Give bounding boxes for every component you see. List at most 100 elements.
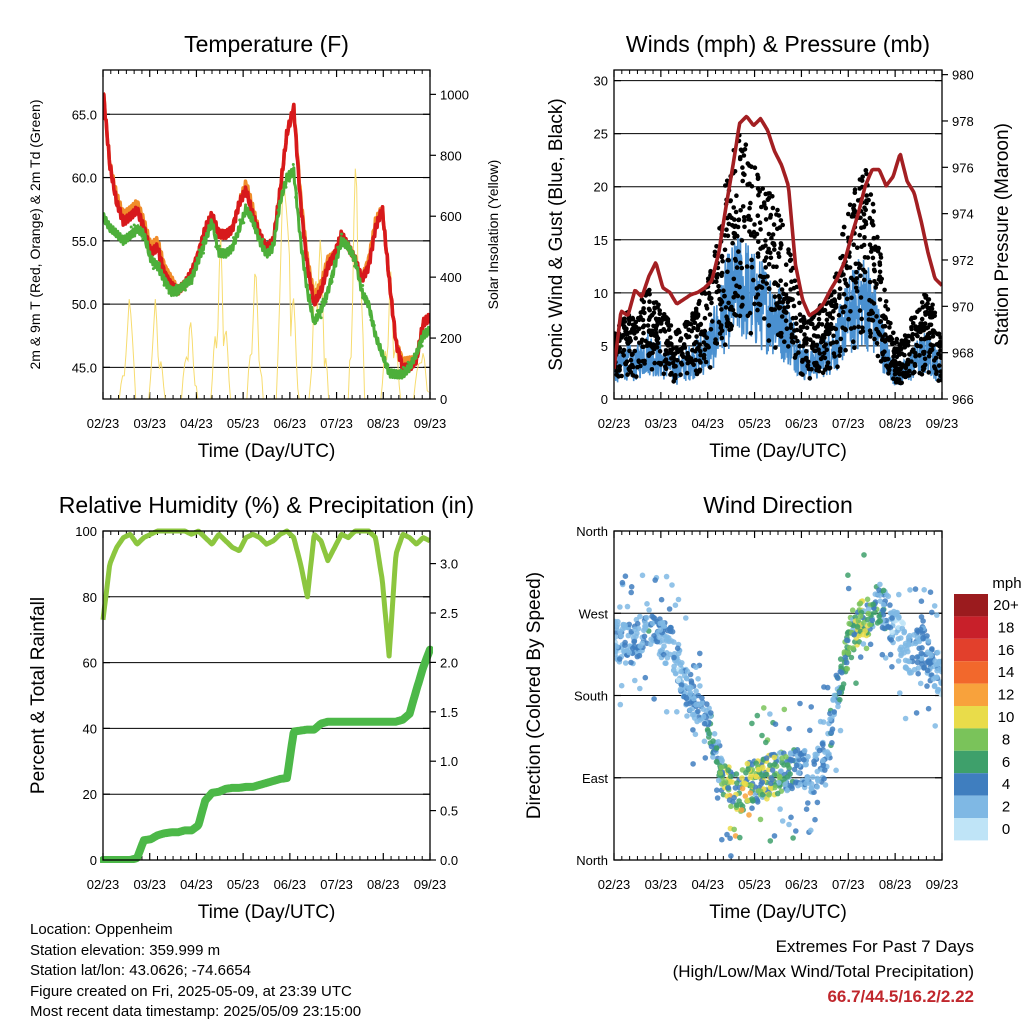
direction-point — [836, 689, 843, 696]
dewpoint-point — [284, 185, 288, 189]
dewpoint-point — [206, 229, 210, 232]
gust-point — [906, 373, 912, 378]
direction-point — [801, 747, 808, 754]
gust-point — [720, 258, 725, 264]
gust-point — [903, 370, 909, 376]
direction-point — [843, 659, 850, 666]
dewpoint-point — [320, 300, 324, 304]
gust-point — [793, 352, 798, 358]
gust-point — [910, 336, 915, 342]
gust-point — [889, 359, 895, 365]
direction-point — [758, 772, 765, 778]
gust-point — [747, 181, 752, 187]
direction-point — [717, 770, 724, 776]
gust-point — [752, 222, 757, 227]
direction-point — [876, 613, 882, 620]
x-tick-label: 04/23 — [180, 416, 213, 431]
dewpoint-point — [318, 313, 322, 317]
gust-point — [693, 357, 698, 363]
gust-point — [876, 277, 882, 282]
dewpoint-point — [252, 226, 256, 230]
dewpoint-point — [290, 174, 294, 177]
gust-point — [818, 356, 824, 362]
direction-point — [831, 709, 837, 715]
gust-point — [915, 309, 920, 315]
direction-point — [776, 780, 782, 786]
direction-point — [727, 778, 733, 785]
direction-point — [614, 643, 620, 650]
gust-point — [891, 376, 896, 382]
direction-point — [931, 603, 938, 609]
gust-point — [763, 238, 768, 243]
direction-point — [650, 620, 656, 627]
direction-point — [869, 617, 876, 624]
direction-point — [659, 647, 665, 653]
gust-point — [686, 334, 692, 340]
direction-point — [772, 721, 779, 727]
direction-point — [844, 666, 851, 672]
gust-point — [655, 304, 660, 310]
y2-tick-label: 600 — [440, 209, 462, 224]
gust-point — [719, 335, 725, 341]
direction-point — [631, 638, 637, 645]
gust-point — [642, 358, 647, 364]
y2-tick-label: 0.5 — [440, 804, 458, 819]
dewpoint-point — [302, 266, 306, 270]
gust-point — [909, 325, 914, 330]
chart-title: Temperature (F) — [184, 31, 349, 57]
direction-point — [694, 718, 700, 725]
extremes-box: Extremes For Past 7 Days (High/Low/Max W… — [673, 934, 974, 1009]
dewpoint-point — [273, 229, 277, 233]
gust-point — [789, 339, 795, 345]
direction-point — [937, 666, 942, 673]
gust-point — [870, 255, 876, 261]
gust-point — [816, 316, 822, 322]
direction-point — [722, 779, 729, 785]
direction-point — [790, 835, 796, 841]
gust-point — [728, 326, 734, 332]
gust-point — [870, 201, 876, 207]
gust-point — [678, 372, 683, 378]
gust-point — [782, 309, 788, 314]
direction-point — [797, 751, 804, 757]
dewpoint-point — [294, 191, 298, 195]
direction-point — [684, 713, 690, 719]
direction-point — [905, 648, 911, 655]
dewpoint-point — [340, 232, 343, 236]
direction-point — [934, 688, 941, 695]
gust-point — [825, 360, 831, 366]
gust-point — [657, 308, 662, 313]
dewpoint-point — [369, 318, 373, 322]
gust-point — [737, 156, 743, 162]
plot-area — [103, 92, 430, 399]
direction-point — [835, 675, 841, 681]
gust-point — [862, 235, 867, 240]
gust-point — [636, 359, 642, 365]
dewpoint-point — [277, 203, 281, 207]
gust-point — [726, 221, 732, 227]
direction-point — [737, 834, 743, 841]
gust-point — [703, 359, 709, 365]
gust-point — [902, 333, 908, 338]
dewpoint-point — [195, 256, 199, 260]
gust-point — [740, 295, 745, 300]
gust-point — [742, 218, 747, 223]
gust-point — [866, 311, 872, 317]
dewpoint-point — [190, 282, 194, 285]
gust-point — [614, 372, 620, 378]
gust-point — [758, 227, 763, 232]
gust-point — [671, 364, 677, 369]
direction-point — [896, 591, 902, 598]
direction-point — [776, 774, 783, 780]
gust-point — [878, 255, 884, 260]
direction-point — [795, 770, 802, 776]
y2-axis-label: Solar Insolation (Yellow) — [485, 160, 501, 310]
gust-point — [912, 369, 917, 375]
direction-point — [766, 792, 772, 798]
gust-point — [936, 363, 942, 368]
gust-point — [815, 334, 821, 339]
gust-point — [771, 264, 776, 270]
direction-point — [872, 591, 879, 597]
direction-point — [746, 812, 752, 818]
gust-point — [687, 321, 692, 327]
